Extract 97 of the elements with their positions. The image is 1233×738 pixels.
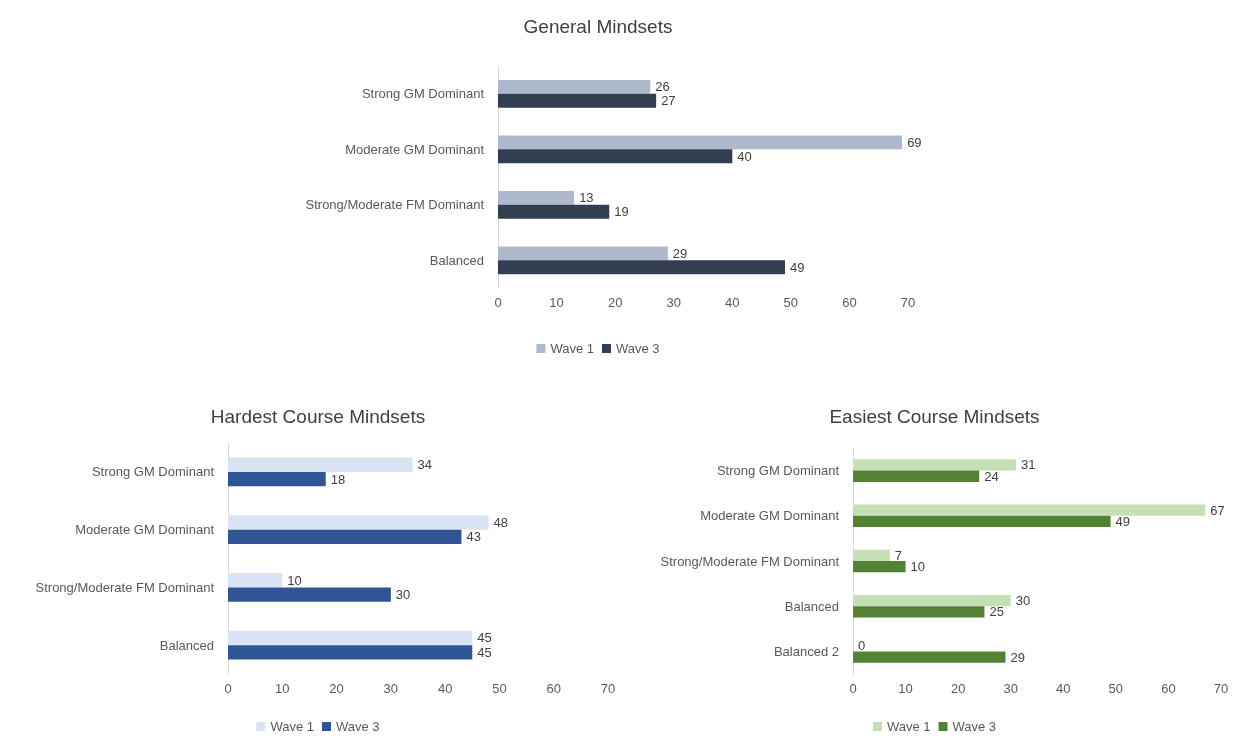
data-label: 10 [287,572,302,588]
y-tick-label: Strong/Moderate FM Dominant [660,553,840,569]
y-tick-label: Strong/Moderate FM Dominant [305,197,485,213]
bar [853,549,890,561]
x-tick-label: 60 [842,295,857,310]
data-label: 45 [477,644,492,660]
y-tick-label: Moderate GM Dominant [345,141,485,157]
data-label: 49 [1115,513,1131,529]
x-tick-label: 70 [600,681,616,696]
bar [228,471,326,487]
y-tick-label: Strong GM Dominant [361,86,485,102]
data-label: 34 [417,457,433,473]
bar [498,260,785,275]
legend-label: Wave 3 [336,719,380,734]
bar [498,246,668,261]
y-tick-label: Moderate GM Dominant [700,508,840,524]
x-tick-label: 20 [329,681,344,696]
bar [853,561,906,573]
x-tick-label: 50 [783,295,799,310]
bar [228,630,473,646]
data-label: 13 [579,190,594,206]
bar [228,515,489,530]
chart-title: General Mindsets [523,16,673,37]
bar [853,515,1111,528]
data-label: 29 [672,245,688,261]
chart-title: Easiest Course Mindsets [829,406,1040,427]
x-tick-label: 20 [607,295,623,310]
y-tick-label: Balanced [159,637,214,653]
legend-label: Wave 3 [616,341,660,356]
x-tick-label: 50 [492,681,507,696]
data-label: 69 [907,134,922,150]
chart-title: Hardest Course Mindsets [210,406,426,427]
x-tick-label: 60 [1161,681,1176,696]
bar [853,470,980,482]
bar [498,135,903,150]
x-tick-label: 20 [950,681,966,696]
x-tick-label: 0 [224,681,232,696]
y-tick-label: Strong/Moderate FM Dominant [35,579,215,595]
x-tick-label: 70 [900,295,916,310]
bar [498,93,657,108]
data-label: 7 [894,547,903,563]
x-tick-label: 60 [546,681,561,696]
bar [228,645,473,660]
legend-label: Wave 3 [952,719,997,734]
data-label: 0 [858,638,866,654]
bar [853,606,985,618]
x-tick-label: 70 [1213,681,1229,696]
bar [853,594,1011,607]
data-label: 45 [477,630,492,646]
legend-label: Wave 1 [270,719,314,734]
bar [498,79,651,94]
data-label: 43 [466,529,481,545]
y-tick-label: Moderate GM Dominant [75,522,215,538]
data-label: 48 [493,514,509,530]
bar [498,190,575,205]
x-tick-label: 40 [1056,681,1071,696]
bar [228,529,462,545]
data-label: 19 [614,204,629,220]
legend-label: Wave 1 [886,719,931,734]
y-tick-label: Balanced [784,598,839,614]
bar [228,457,413,472]
data-label: 25 [989,604,1004,620]
bar [853,459,1016,471]
x-tick-label: 0 [494,295,502,310]
x-tick-label: 10 [898,681,913,696]
y-tick-label: Strong GM Dominant [716,463,840,479]
bar [853,504,1206,516]
x-tick-label: 30 [666,295,681,310]
data-label: 30 [1015,593,1031,609]
data-label: 10 [910,559,926,575]
data-label: 30 [395,587,411,603]
data-label: 29 [1010,649,1025,665]
y-tick-label: Balanced 2 [773,643,839,659]
data-label: 24 [984,468,999,484]
bar [228,572,283,588]
data-label: 18 [330,471,346,487]
x-tick-label: 30 [1003,681,1018,696]
data-label: 27 [661,93,676,109]
y-tick-label: Balanced [429,252,484,268]
x-tick-label: 40 [437,681,453,696]
x-tick-label: 0 [849,681,857,696]
x-tick-label: 40 [725,295,740,310]
bar [498,149,733,164]
data-label: 26 [655,79,670,95]
bar [228,587,391,602]
x-tick-label: 10 [549,295,564,310]
data-label: 40 [737,148,752,164]
data-label: 67 [1210,502,1225,518]
x-tick-label: 30 [383,681,399,696]
bar [498,204,610,219]
legend-label: Wave 1 [550,341,594,356]
data-label: 49 [790,259,805,275]
x-tick-label: 50 [1108,681,1124,696]
y-tick-label: Strong GM Dominant [91,464,215,480]
x-tick-label: 10 [275,681,290,696]
data-label: 31 [1020,457,1036,473]
bar [853,651,1006,663]
